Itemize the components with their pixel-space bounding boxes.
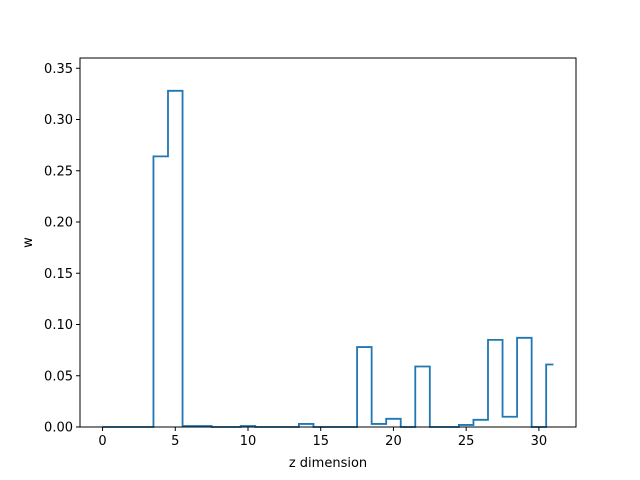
x-tick-label: 30: [531, 434, 548, 449]
y-tick-label: 0.15: [44, 267, 73, 282]
plot-area: [80, 58, 576, 427]
y-ticks: 0.00 0.05 0.10 0.15 0.20 0.25 0.30 0.35: [44, 62, 80, 436]
series-line-0: [102, 89, 554, 428]
axes-frame: [79, 57, 577, 428]
x-tick-label: 0: [98, 434, 106, 449]
axes-layer: [79, 57, 577, 428]
x-tick-label: 10: [240, 434, 257, 449]
x-tick-label: 5: [171, 434, 179, 449]
y-axis-label: w: [21, 237, 36, 248]
y-tick-label: 0.00: [44, 421, 73, 436]
x-tick-label: 25: [458, 434, 475, 449]
y-tick-label: 0.05: [44, 369, 73, 384]
y-tick-label: 0.10: [44, 318, 73, 333]
x-ticks: 0 5 10 15 20 25 30: [98, 427, 547, 449]
y-tick-label: 0.25: [44, 164, 73, 179]
x-tick-label: 15: [312, 434, 329, 449]
y-tick-label: 0.20: [44, 216, 73, 231]
y-tick-label: 0.30: [44, 113, 73, 128]
x-axis-label: z dimension: [289, 456, 367, 471]
series-layer: [102, 89, 554, 428]
x-tick-label: 20: [385, 434, 402, 449]
y-tick-label: 0.35: [44, 62, 73, 77]
